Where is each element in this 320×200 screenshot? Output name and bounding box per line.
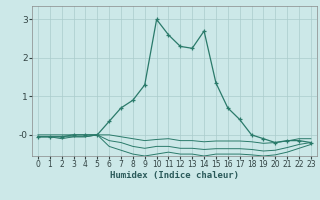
X-axis label: Humidex (Indice chaleur): Humidex (Indice chaleur) [110, 171, 239, 180]
